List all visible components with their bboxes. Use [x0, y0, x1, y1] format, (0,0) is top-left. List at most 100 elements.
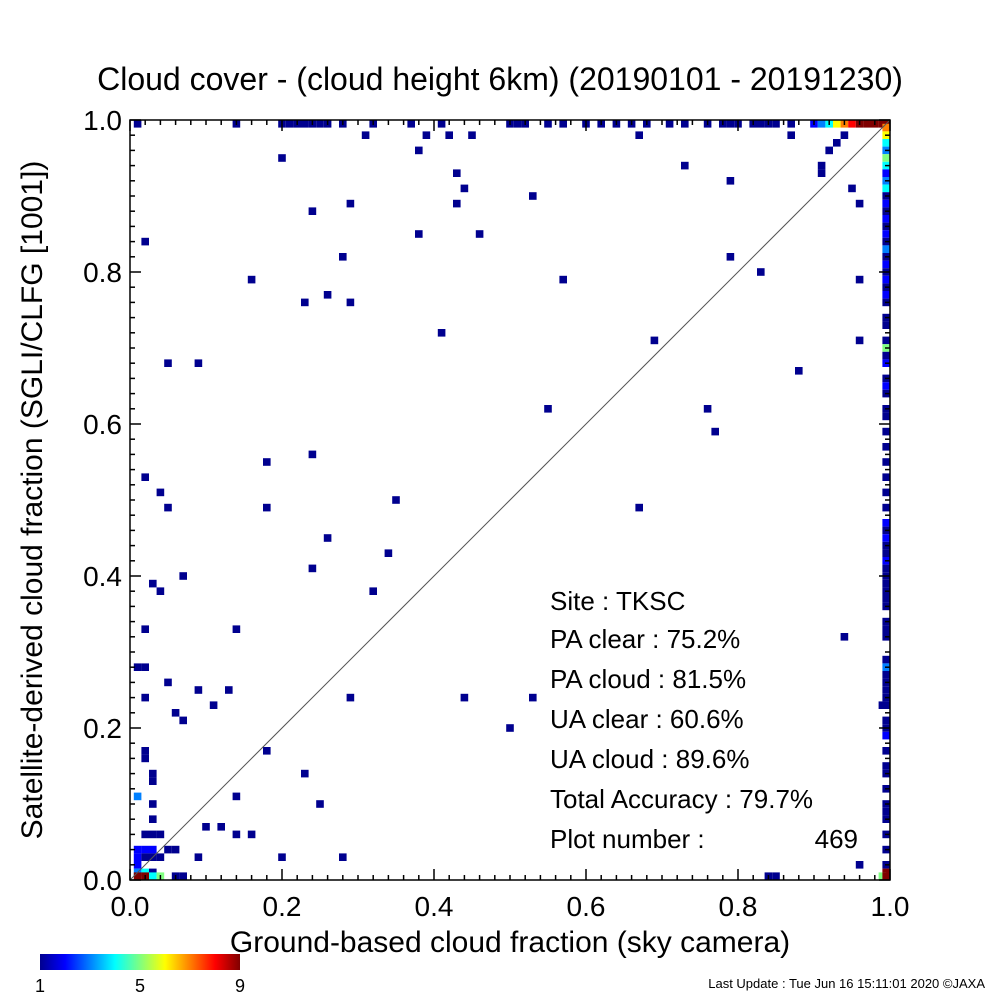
heatmap-cell [882, 473, 890, 481]
heatmap-cell [415, 146, 423, 155]
y-tick-label: 0.4 [83, 561, 122, 592]
heatmap-cell [882, 595, 890, 603]
heatmap-cell [346, 693, 355, 702]
heatmap-cell [787, 131, 795, 139]
heatmap-cell [757, 268, 765, 276]
heatmap-cell [882, 351, 890, 360]
colorbar-label-min: 1 [35, 976, 45, 996]
heatmap-cell [703, 405, 712, 413]
heatmap-cell [278, 154, 286, 162]
heatmap-cell [506, 724, 514, 732]
heatmap-cell [194, 853, 203, 861]
heatmap-cell [882, 807, 890, 816]
colorbar-label-max: 9 [235, 976, 245, 996]
heatmap-cell [882, 443, 890, 451]
heatmap-cell [833, 139, 841, 147]
heatmap-cell [316, 800, 324, 808]
heatmap-cell [882, 579, 890, 588]
heatmap-cell [882, 427, 890, 436]
heatmap-cell [141, 868, 149, 877]
heatmap-cell [141, 747, 149, 755]
heatmap-cell [855, 336, 864, 345]
heatmap-cell [882, 199, 890, 208]
heatmap-cell [369, 587, 377, 595]
heatmap-cell [882, 519, 890, 527]
heatmap-cell [665, 120, 674, 128]
heatmap-cell [882, 549, 890, 557]
heatmap-cell [133, 663, 142, 671]
heatmap-cell [882, 872, 890, 880]
heatmap-cell [263, 747, 271, 755]
x-tick-label: 0.8 [719, 891, 758, 922]
x-tick-label: 0.4 [415, 891, 454, 922]
heatmap-cell [882, 671, 890, 679]
heatmap-cell [882, 731, 890, 740]
heatmap-cell [882, 230, 890, 238]
heatmap-cell [772, 120, 780, 128]
heatmap-cell [848, 120, 856, 128]
x-tick-labels: 0.0 0.2 0.4 0.6 0.8 1.0 [111, 891, 910, 922]
heatmap-cell [141, 853, 149, 861]
x-tick-label: 0.0 [111, 891, 150, 922]
heatmap-cell [882, 336, 890, 345]
heatmap-cell [711, 427, 719, 436]
heatmap-cell [247, 830, 256, 839]
x-tick-label: 1.0 [871, 891, 910, 922]
heatmap-cell [164, 845, 172, 854]
heatmap-cell [453, 199, 461, 208]
y-tick-label: 1.0 [83, 105, 122, 136]
heatmap-cell [301, 120, 309, 128]
heatmap-cell [878, 701, 887, 709]
chart-title: Cloud cover - (cloud height 6km) (201901… [97, 61, 903, 97]
heatmap-cell [346, 199, 355, 208]
heatmap-cell [840, 131, 849, 139]
last-update-text: Last Update : Tue Jun 16 15:11:01 2020 ©… [708, 976, 985, 991]
heatmap-cell [855, 199, 864, 208]
heatmap-cell [339, 253, 347, 261]
heatmap-cell [882, 139, 890, 147]
heatmap-cell [882, 868, 890, 877]
heatmap-cell [817, 120, 826, 128]
x-tick-label: 0.2 [263, 891, 302, 922]
heatmap-cell [308, 207, 317, 215]
heatmap-cell [681, 161, 689, 170]
heatmap-cell [141, 625, 149, 633]
heatmap-cell [726, 253, 735, 261]
heatmap-cell [133, 872, 142, 880]
heatmap-cell [726, 120, 735, 128]
y-tick-label: 0.2 [83, 713, 122, 744]
heatmap-cell [232, 625, 241, 633]
heatmap-cell [149, 769, 157, 778]
heatmap-cell [149, 872, 157, 880]
heatmap-cell [247, 275, 256, 284]
heatmap-cell [878, 120, 887, 128]
heatmap-cell [133, 853, 142, 861]
heatmap-cell [882, 625, 890, 633]
heatmap-cell [833, 120, 841, 128]
stat-pa-clear: PA clear : 75.2% [550, 624, 740, 654]
heatmap-cell [650, 336, 659, 345]
heatmap-cell [361, 131, 370, 139]
y-axis-label: Satellite-derived cloud fraction (SGLI/C… [16, 161, 49, 840]
heatmap-cell [513, 120, 522, 128]
heatmap-cell [882, 747, 890, 755]
heatmap-cell [149, 815, 157, 823]
heatmap-cell [263, 503, 271, 512]
stat-plot-number-label: Plot number : [550, 824, 705, 854]
heatmap-cell [164, 503, 172, 512]
heatmap-cell [301, 298, 309, 307]
heatmap-cell [882, 686, 890, 694]
heatmap-cell [217, 823, 225, 831]
heatmap-cell [855, 861, 864, 869]
heatmap-cell [308, 564, 317, 573]
heatmap-cell [635, 131, 643, 139]
heatmap-cell [133, 120, 142, 128]
heatmap-cell [559, 275, 567, 284]
heatmap-cell [141, 845, 149, 854]
stat-ua-clear: UA clear : 60.6% [550, 704, 744, 734]
heatmap-cell [882, 321, 890, 329]
heatmap-cell [882, 503, 890, 512]
x-axis-label: Ground-based cloud fraction (sky camera) [230, 926, 790, 959]
heatmap-cell [141, 473, 149, 481]
